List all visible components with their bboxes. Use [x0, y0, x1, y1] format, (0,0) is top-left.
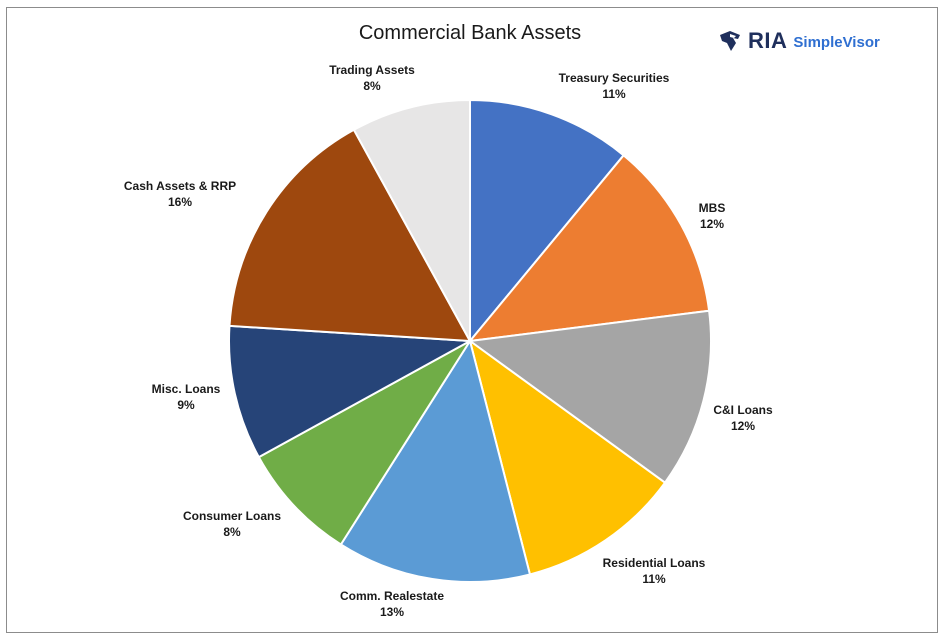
logo-ria-text: RIA: [748, 28, 788, 53]
pie-slice: [257, 340, 471, 546]
slice-label: Comm. Realestate: [340, 589, 444, 603]
pie-labels: Treasury Securities 11% MBS 12% C&I Loans 12%…: [124, 63, 773, 619]
pie-slice: [468, 338, 667, 576]
slice-label: Treasury Securities: [559, 71, 670, 85]
chart-title: Commercial Bank Assets: [358, 22, 582, 44]
slice-value-label: 8%: [223, 525, 241, 539]
slice-value-label: 8%: [363, 79, 381, 93]
slice-label: Misc. Loans: [152, 382, 221, 396]
pie-slice: [339, 338, 532, 583]
slice-value-label: 11%: [642, 572, 666, 586]
slice-label: Residential Loans: [603, 556, 706, 570]
slice-label: Consumer Loans: [183, 509, 281, 523]
slice-label: MBS: [699, 201, 726, 215]
ria-simplevisor-logo: RIA SimpleVisor: [718, 28, 880, 54]
eagle-head-icon: [720, 31, 740, 51]
slice-value-label: 16%: [168, 195, 192, 209]
pie-slice: [469, 98, 626, 344]
logo-simplevisor-text: SimpleVisor: [793, 34, 880, 51]
slice-value-label: 9%: [177, 398, 195, 412]
slice-value-label: 11%: [602, 87, 626, 101]
slice-value-label: 13%: [380, 605, 404, 619]
pie-slices: [228, 98, 712, 583]
pie-slice: [467, 153, 711, 343]
slice-value-label: 12%: [700, 217, 724, 231]
pie-slice: [228, 324, 474, 459]
slice-value-label: 12%: [731, 419, 755, 433]
pie-slice: [228, 128, 472, 343]
slice-label: C&I Loans: [713, 403, 773, 417]
pie-slice: [352, 98, 471, 342]
slice-label: Cash Assets & RRP: [124, 179, 236, 193]
slice-label: Trading Assets: [329, 63, 415, 77]
pie-slice: [467, 309, 712, 485]
